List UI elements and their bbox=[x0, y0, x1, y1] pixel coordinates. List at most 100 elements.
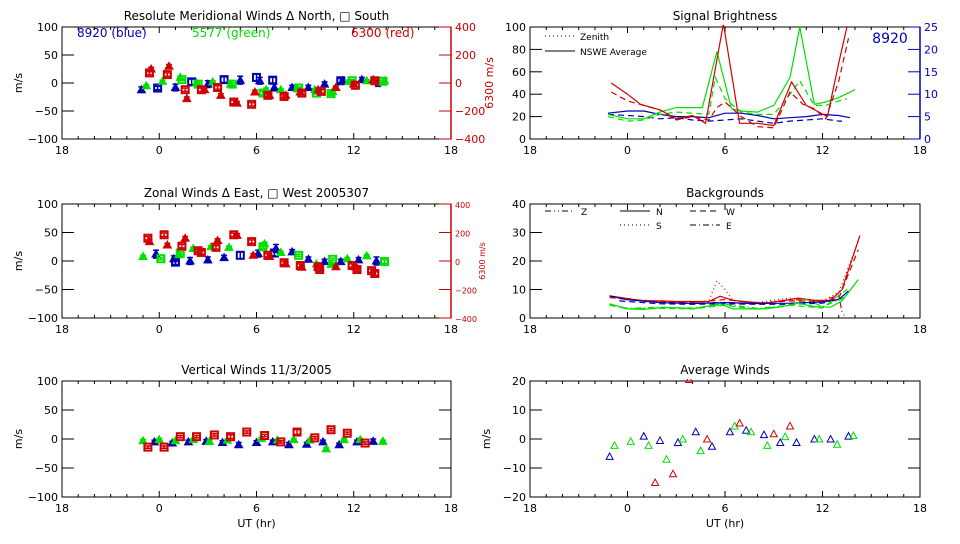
right-y-tick-label: 10 bbox=[924, 88, 938, 101]
y-tick-label: 40 bbox=[512, 198, 526, 211]
data-point-square bbox=[143, 233, 153, 243]
series-line-6300-w bbox=[609, 249, 859, 304]
data-point-square bbox=[235, 250, 245, 260]
data-point-square bbox=[294, 250, 304, 260]
data-point-square bbox=[175, 432, 185, 442]
y-tick-label: 20 bbox=[512, 375, 526, 388]
y-tick-label: −50 bbox=[35, 105, 58, 118]
plot-frame bbox=[529, 380, 921, 498]
data-point-open-triangle bbox=[610, 440, 619, 449]
legend-label: N bbox=[656, 208, 663, 218]
plot-area bbox=[138, 230, 390, 279]
plot-area bbox=[607, 25, 856, 129]
data-point-triangle bbox=[141, 80, 152, 90]
data-point-square bbox=[258, 242, 268, 252]
data-point-square bbox=[156, 254, 166, 264]
series-line-6300-nswe-average bbox=[610, 25, 848, 127]
x-tick-label: 6 bbox=[253, 323, 260, 336]
data-point-square bbox=[177, 241, 187, 251]
y-tick-label: −20 bbox=[503, 491, 526, 504]
legend-label: E bbox=[726, 222, 732, 232]
data-point-square bbox=[162, 70, 172, 80]
data-point-triangle bbox=[368, 436, 379, 445]
data-point-square bbox=[242, 427, 252, 437]
y-tick-label: 80 bbox=[512, 43, 526, 56]
x-tick-label: 18 bbox=[523, 502, 537, 515]
y-tick-label: −50 bbox=[35, 462, 58, 475]
right-y-tick-label: −200 bbox=[455, 105, 485, 118]
data-point-square bbox=[279, 258, 289, 268]
y-tick-label: 50 bbox=[44, 227, 58, 240]
data-point-triangle bbox=[138, 251, 148, 260]
data-point-triangle bbox=[248, 250, 259, 259]
y-tick-label: 10 bbox=[512, 284, 526, 297]
x-axis-label: UT (hr) bbox=[706, 517, 744, 530]
legend-label: Zenith bbox=[580, 33, 609, 43]
data-point-square bbox=[268, 75, 278, 85]
x-tick-label: 6 bbox=[253, 502, 260, 515]
y-axis-label: m/s bbox=[12, 251, 25, 271]
right-axis-label: 6300 m/s bbox=[478, 242, 487, 280]
data-point-square bbox=[219, 75, 229, 85]
right-y-tick-label: 400 bbox=[455, 201, 470, 210]
right-y-tick-label: −400 bbox=[455, 315, 477, 324]
legend-label: NSWE Average bbox=[580, 48, 647, 58]
x-tick-label: 18 bbox=[523, 144, 537, 157]
y-tick-label: 0 bbox=[519, 312, 526, 325]
y-tick-label: −100 bbox=[28, 312, 58, 325]
data-point-square bbox=[153, 83, 163, 93]
data-point-open-triangle bbox=[655, 435, 665, 444]
data-point-square bbox=[159, 442, 169, 452]
x-tick-label: 6 bbox=[722, 323, 729, 336]
right-y-tick-label: 5 bbox=[924, 111, 931, 124]
data-point-square bbox=[170, 257, 180, 267]
plot-frame bbox=[529, 203, 921, 319]
x-tick-label: 18 bbox=[444, 502, 458, 515]
data-point-open-triangle bbox=[678, 434, 688, 443]
data-point-open-triangle bbox=[746, 427, 756, 436]
right-y-tick-label: 200 bbox=[455, 230, 470, 239]
data-point-open-triangle bbox=[844, 431, 853, 440]
data-point-square bbox=[213, 82, 223, 92]
series-line-6300-zenith bbox=[611, 38, 850, 129]
data-point-triangle bbox=[204, 436, 215, 445]
data-point-square bbox=[247, 237, 257, 247]
y-tick-label: 50 bbox=[44, 404, 58, 417]
data-point-triangle bbox=[378, 436, 388, 445]
data-point-open-triangle bbox=[725, 427, 735, 436]
series-line-5577-n bbox=[609, 279, 859, 311]
data-point-square bbox=[292, 427, 302, 437]
x-tick-label: 0 bbox=[156, 144, 163, 157]
x-tick-label: 12 bbox=[816, 323, 830, 336]
y-tick-label: 0 bbox=[51, 433, 58, 446]
y-tick-label: 20 bbox=[512, 255, 526, 268]
data-point-square bbox=[177, 75, 187, 85]
y-tick-label: 20 bbox=[512, 111, 526, 124]
data-point-square bbox=[352, 265, 362, 275]
data-point-triangle bbox=[303, 254, 314, 263]
data-point-triangle bbox=[164, 61, 174, 70]
y-tick-label: 0 bbox=[519, 133, 526, 146]
y-tick-label: 0 bbox=[51, 77, 58, 90]
y-tick-label: 30 bbox=[512, 227, 526, 240]
right-y-tick-label: −200 bbox=[455, 287, 477, 296]
x-tick-label: 18 bbox=[55, 323, 69, 336]
right-y-tick-label: 20 bbox=[924, 43, 938, 56]
data-point-open-triangle bbox=[702, 434, 712, 443]
data-point-square bbox=[297, 88, 307, 98]
y-tick-label: 10 bbox=[512, 404, 526, 417]
annotation-label: 5577 (green) bbox=[192, 26, 270, 40]
data-point-triangle bbox=[219, 252, 229, 262]
data-point-square bbox=[196, 247, 206, 257]
data-point-square bbox=[180, 85, 190, 95]
data-point-triangle bbox=[275, 247, 286, 256]
data-point-triangle bbox=[212, 235, 223, 244]
data-point-square bbox=[192, 432, 202, 442]
data-point-square bbox=[263, 250, 273, 260]
y-tick-label: 50 bbox=[44, 49, 58, 62]
y-tick-label: −100 bbox=[28, 491, 58, 504]
x-axis-label: UT (hr) bbox=[237, 517, 275, 530]
